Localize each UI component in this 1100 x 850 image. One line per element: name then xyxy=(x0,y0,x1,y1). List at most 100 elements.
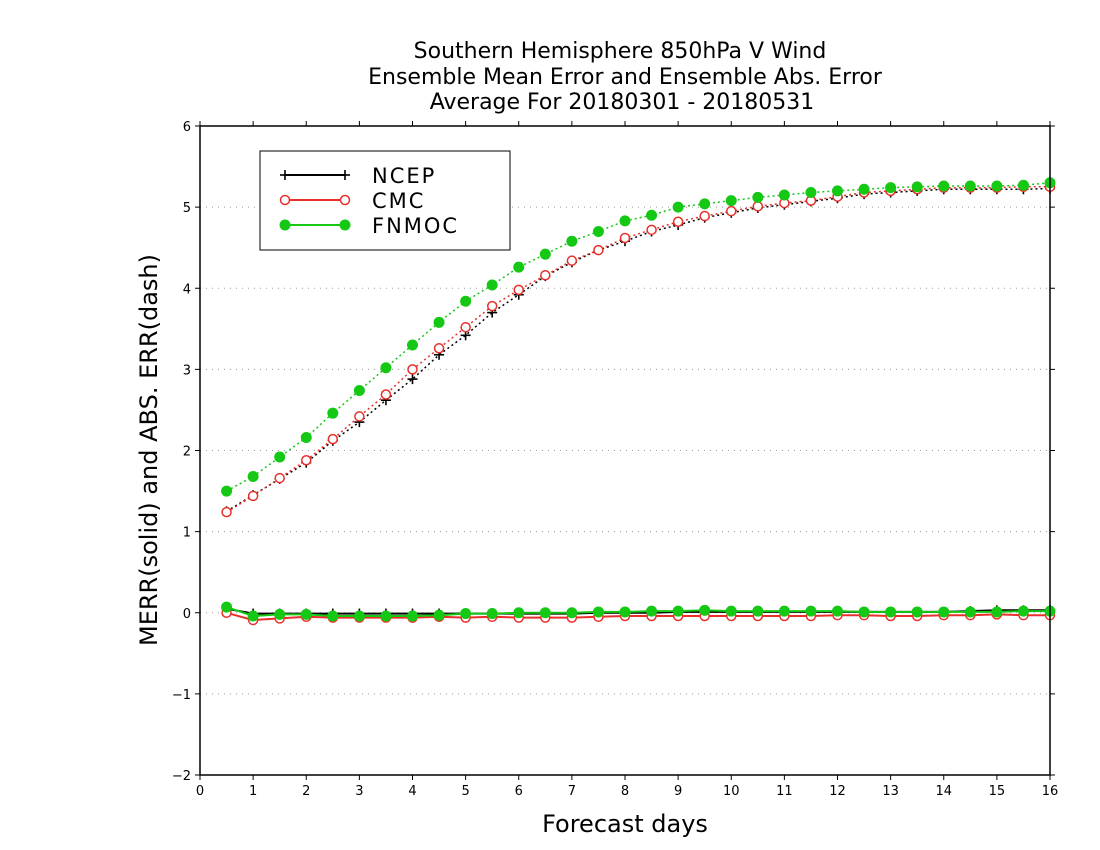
fnmoc-abs-err-point-25 xyxy=(885,182,897,194)
fnmoc-abs-err-point-27 xyxy=(938,180,950,192)
y-tick-label-3: 1 xyxy=(183,526,191,541)
fnmoc-abs-err-point-14 xyxy=(592,225,604,237)
fnmoc-merr-point-16 xyxy=(646,605,658,617)
x-tick-label-13: 13 xyxy=(882,784,899,799)
y-tick-label-7: 5 xyxy=(183,201,191,216)
x-axis-label: Forecast days xyxy=(542,810,708,838)
cmc-abs-err-point-16 xyxy=(646,224,657,236)
x-tick-label-2: 2 xyxy=(302,784,310,799)
cmc-abs-err-point-20 xyxy=(752,201,764,212)
fnmoc-abs-err-point-15 xyxy=(619,215,631,227)
legend-item-ncep: NCEP xyxy=(280,164,434,188)
fnmoc-merr-point-0 xyxy=(221,601,233,613)
fnmoc-merr-point-28 xyxy=(964,606,976,618)
legend-marker-right-ncep xyxy=(340,170,350,180)
title-line-1: Southern Hemisphere 850hPa V Wind xyxy=(414,39,827,64)
fnmoc-abs-err-point-9 xyxy=(460,295,472,307)
fnmoc-merr-point-2 xyxy=(274,608,286,620)
fnmoc-abs-err-point-4 xyxy=(327,407,339,419)
fnmoc-abs-err-point-26 xyxy=(911,181,923,193)
fnmoc-merr-point-7 xyxy=(407,610,418,622)
cmc-abs-err-point-0 xyxy=(221,506,232,518)
fnmoc-abs-err-point-30 xyxy=(1017,179,1029,191)
plot-series xyxy=(221,177,1056,626)
y-tick-label-4: 2 xyxy=(183,445,191,460)
x-tick-label-9: 9 xyxy=(674,784,682,799)
fnmoc-abs-err-point-18 xyxy=(699,198,711,210)
fnmoc-merr-point-10 xyxy=(486,608,498,620)
y-tick-label-5: 3 xyxy=(183,363,191,378)
fnmoc-abs-err-point-29 xyxy=(991,180,1003,192)
cmc-abs-err-point-7 xyxy=(407,364,418,375)
y-axis-label: MERR(solid) and ABS. ERR(dash) xyxy=(135,254,163,646)
cmc-abs-err-point-19 xyxy=(726,205,737,217)
x-tick-label-0: 0 xyxy=(196,784,204,799)
fnmoc-abs-err-point-28 xyxy=(964,180,976,192)
ncep-abs-err-point-7 xyxy=(407,374,418,385)
cmc-abs-err-point-18 xyxy=(699,210,710,222)
fnmoc-abs-err-point-21 xyxy=(778,189,790,201)
legend-marker-left-ncep xyxy=(280,170,290,180)
fnmoc-merr-point-1 xyxy=(247,610,259,622)
x-tick-label-4: 4 xyxy=(408,784,416,799)
fnmoc-merr-point-24 xyxy=(858,606,870,618)
fnmoc-merr-point-26 xyxy=(911,606,923,618)
fnmoc-abs-err-point-7 xyxy=(407,339,418,351)
fnmoc-merr-point-12 xyxy=(539,607,551,619)
fnmoc-abs-err-point-24 xyxy=(858,183,870,195)
fnmoc-abs-err-point-6 xyxy=(380,362,392,374)
fnmoc-abs-err-point-3 xyxy=(300,432,312,444)
cmc-abs-err-point-3 xyxy=(301,454,312,466)
plot-frame xyxy=(199,125,1051,776)
y-tick-label-2: 0 xyxy=(183,607,191,622)
fnmoc-merr-point-22 xyxy=(805,605,817,617)
fnmoc-abs-err-point-12 xyxy=(539,248,551,260)
fnmoc-abs-err-point-17 xyxy=(672,201,684,213)
fnmoc-merr-point-29 xyxy=(991,606,1003,618)
fnmoc-abs-err-point-0 xyxy=(221,485,233,497)
fnmoc-merr-point-9 xyxy=(460,608,472,620)
legend-marker-left-cmc xyxy=(279,194,291,206)
cmc-abs-err-point-5 xyxy=(354,411,365,422)
y-tick-label-0: −2 xyxy=(172,769,191,784)
cmc-abs-err-point-17 xyxy=(672,216,684,227)
fnmoc-abs-err-point-2 xyxy=(274,451,286,463)
cmc-abs-err-point-8 xyxy=(433,343,445,354)
fnmoc-merr-point-20 xyxy=(752,605,764,617)
title-line-3: Average For 20180301 - 20180531 xyxy=(430,90,815,115)
fnmoc-merr-point-27 xyxy=(938,606,950,618)
cmc-abs-err-point-1 xyxy=(247,490,259,502)
fnmoc-abs-err-point-11 xyxy=(513,261,525,273)
x-tick-label-5: 5 xyxy=(461,784,469,799)
cmc-abs-err-point-12 xyxy=(540,270,551,281)
cmc-abs-err-point-2 xyxy=(274,472,285,484)
legend-item-fnmoc: FNMOC xyxy=(279,214,457,238)
x-tick-label-16: 16 xyxy=(1042,784,1059,799)
fnmoc-abs-err-point-22 xyxy=(805,187,817,199)
title-line-2: Ensemble Mean Error and Ensemble Abs. Er… xyxy=(368,65,883,90)
fnmoc-abs-err-point-13 xyxy=(566,235,578,247)
fnmoc-merr-point-23 xyxy=(832,605,843,617)
cmc-abs-err-point-10 xyxy=(486,300,498,312)
fnmoc-merr-point-6 xyxy=(380,610,392,622)
fnmoc-abs-err-point-23 xyxy=(832,185,843,197)
x-tick-label-10: 10 xyxy=(723,784,740,799)
fnmoc-abs-err-point-5 xyxy=(353,384,365,396)
cmc-abs-err-point-11 xyxy=(513,284,524,296)
fnmoc-abs-err-point-1 xyxy=(247,470,259,482)
fnmoc-merr-point-17 xyxy=(672,605,684,617)
fnmoc-merr-point-21 xyxy=(778,605,790,617)
legend-marker-right-fnmoc xyxy=(339,219,351,231)
legend-label-cmc: CMC xyxy=(372,189,425,213)
y-tick-label-6: 4 xyxy=(183,282,191,297)
x-tick-label-14: 14 xyxy=(935,784,952,799)
legend-marker-right-cmc xyxy=(339,194,351,206)
fnmoc-merr-point-18 xyxy=(699,604,711,616)
x-tick-label-1: 1 xyxy=(249,784,257,799)
x-tick-label-8: 8 xyxy=(621,784,629,799)
x-tick-label-11: 11 xyxy=(776,784,793,799)
fnmoc-abs-err-point-19 xyxy=(725,195,737,207)
fnmoc-merr-point-30 xyxy=(1017,605,1029,617)
